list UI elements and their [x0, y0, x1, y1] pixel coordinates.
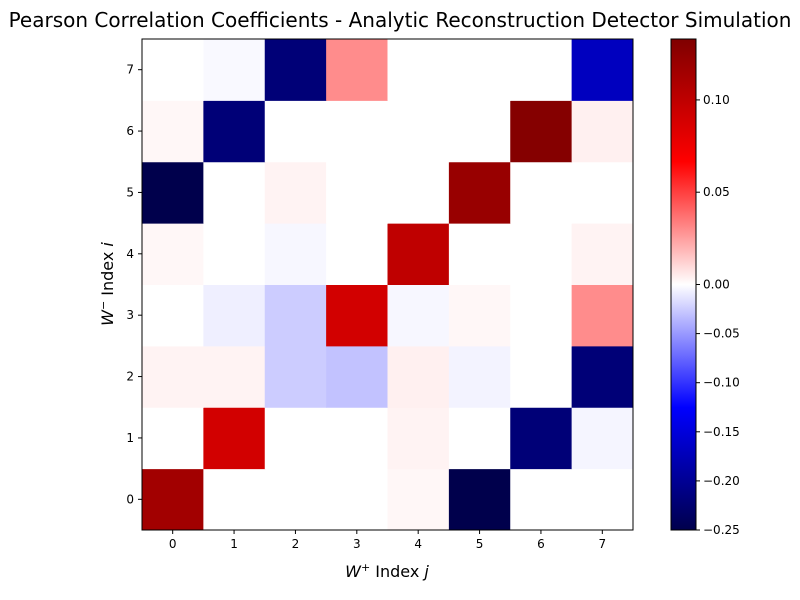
y-tick-label: 4 — [126, 247, 134, 261]
x-tick-label: 6 — [537, 537, 545, 551]
heatmap-cell — [203, 39, 266, 101]
heatmap-cell — [571, 284, 634, 347]
x-tick-label: 5 — [476, 537, 484, 551]
heatmap-cell — [203, 407, 266, 470]
heatmap-cell — [387, 161, 450, 224]
heatmap-cell — [264, 223, 327, 285]
heatmap-cell — [264, 100, 327, 163]
heatmap-cell — [510, 223, 573, 285]
heatmap-cell — [571, 223, 634, 285]
heatmap-cell — [326, 39, 388, 101]
y-tick-label: 0 — [126, 492, 134, 506]
heatmap-cell — [448, 100, 511, 163]
colorbar-tick-label: −0.15 — [703, 425, 740, 439]
heatmap-cell — [203, 284, 266, 347]
heatmap-cell — [326, 345, 388, 408]
heatmap-cell — [203, 100, 266, 163]
heatmap-cell — [142, 223, 204, 285]
heatmap-cell — [448, 468, 511, 531]
heatmap-cell — [387, 407, 450, 470]
y-tick-label: 5 — [126, 185, 134, 199]
heatmap-cell — [387, 100, 450, 163]
heatmap-cell — [387, 345, 450, 408]
heatmap-cell — [142, 284, 204, 347]
heatmap-cell — [510, 161, 573, 224]
x-tick-label: 3 — [353, 537, 361, 551]
heatmap-cell — [326, 100, 388, 163]
heatmap-cell — [510, 284, 573, 347]
colorbar-tick-label: 0.00 — [703, 278, 730, 292]
heatmap-cell — [142, 407, 204, 470]
heatmap-cell — [571, 161, 634, 224]
x-tick-label: 4 — [414, 537, 422, 551]
heatmap-cell — [387, 284, 450, 347]
y-axis: 0 1 2 3 4 5 6 7 — [126, 63, 142, 506]
heatmap-cell — [326, 161, 388, 224]
x-tick-label: 7 — [598, 537, 606, 551]
colorbar-ticks: −0.25 −0.20 −0.15 −0.10 −0.05 0.00 0.05 0.10 — [696, 93, 740, 537]
y-tick-label: 3 — [126, 308, 134, 322]
heatmap-cell — [142, 39, 204, 101]
heatmap-cell — [510, 468, 573, 531]
y-tick-label: 7 — [126, 63, 134, 77]
heatmap-cell — [326, 223, 388, 285]
heatmap-cell — [571, 345, 634, 408]
y-tick-label: 1 — [126, 431, 134, 445]
colorbar-tick-label: −0.05 — [703, 327, 740, 341]
x-axis-label: W+ Index j — [345, 561, 429, 582]
colorbar-tick-label: −0.20 — [703, 474, 740, 488]
heatmap-cell — [142, 161, 204, 224]
colorbar-tick-label: 0.05 — [703, 185, 730, 199]
heatmap-cell — [203, 345, 266, 408]
x-tick-label: 0 — [169, 537, 177, 551]
heatmap-cell — [448, 407, 511, 470]
y-tick-label: 6 — [126, 124, 134, 138]
heatmap-cell — [571, 100, 634, 163]
chart-title: Pearson Correlation Coefficients - Analy… — [8, 8, 792, 32]
heatmap-cell — [326, 284, 388, 347]
heatmap-cell — [203, 468, 266, 531]
plot-frame — [141, 38, 634, 531]
heatmap-cell — [387, 468, 450, 531]
heatmap-cell — [142, 345, 204, 408]
heatmap-cell — [326, 468, 388, 531]
heatmap-cell — [571, 407, 634, 470]
colorbar — [670, 38, 697, 531]
heatmap-cell — [387, 39, 450, 101]
heatmap-cell — [387, 223, 450, 285]
heatmap-cell — [510, 345, 573, 408]
heatmap-cell — [571, 39, 634, 101]
heatmap-cell — [142, 468, 204, 531]
colorbar-tick-label: −0.10 — [703, 376, 740, 390]
heatmap-cells — [142, 39, 634, 531]
heatmap-cell — [264, 468, 327, 531]
heatmap-cell — [264, 161, 327, 224]
heatmap-cell — [448, 284, 511, 347]
heatmap-cell — [264, 39, 327, 101]
heatmap-cell — [510, 39, 573, 101]
heatmap-cell — [571, 468, 634, 531]
heatmap-cell — [264, 345, 327, 408]
colorbar-tick-label: 0.10 — [703, 93, 730, 107]
heatmap-cell — [510, 407, 573, 470]
x-tick-label: 2 — [292, 537, 300, 551]
heatmap-cell — [264, 284, 327, 347]
heatmap-cell — [326, 407, 388, 470]
x-axis: 0 1 2 3 4 5 6 7 — [169, 530, 606, 551]
colorbar-tick-label: −0.25 — [703, 523, 740, 537]
heatmap-cell — [448, 39, 511, 101]
heatmap-cell — [448, 345, 511, 408]
heatmap-cell — [142, 100, 204, 163]
heatmap-cell — [203, 223, 266, 285]
heatmap-cell — [203, 161, 266, 224]
y-tick-label: 2 — [126, 370, 134, 384]
x-tick-label: 1 — [230, 537, 238, 551]
heatmap-cell — [448, 161, 511, 224]
heatmap-cell — [264, 407, 327, 470]
y-axis-label: W− Index i — [97, 242, 118, 326]
heatmap-cell — [510, 100, 573, 163]
heatmap-cell — [448, 223, 511, 285]
